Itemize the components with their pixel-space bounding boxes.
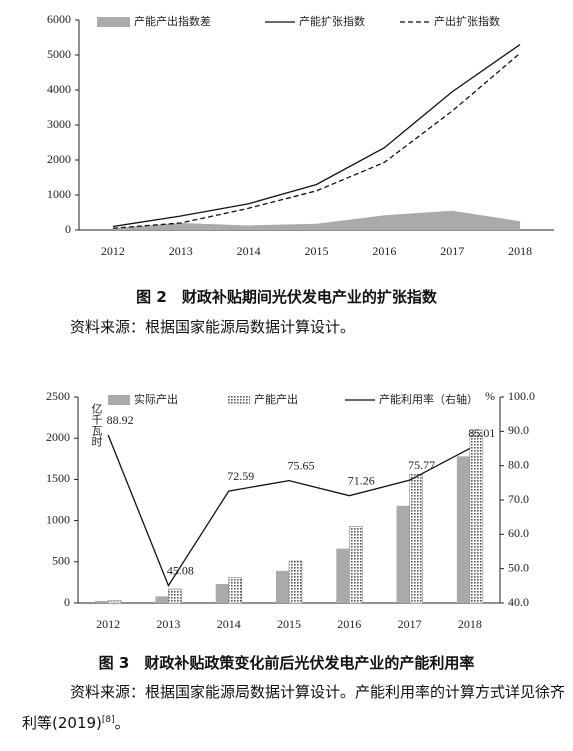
x-tick-label: 2017 [398,617,422,631]
y2-tick-label: 90.0 [508,423,529,437]
x-tick-label: 2017 [440,244,464,258]
caption: 图 2 财政补贴期间光伏发电产业的扩张指数 [136,288,437,306]
y-tick-label: 0 [65,222,71,236]
caption: 图 3 财政补贴政策变化前后光伏发电产业的产能利用率 [98,654,475,672]
y-tick-label: 0 [64,595,70,609]
bar [107,600,122,604]
y2-axis-label: % [485,389,495,403]
x-tick-label: 2013 [169,244,193,258]
y-axis-label: 亿千瓦时 [90,403,103,447]
y-tick-label: 1000 [47,187,71,201]
y-tick-label: 1500 [46,471,70,485]
line [112,43,521,228]
source-ref: [8] [101,715,115,725]
y-tick-label: 5000 [47,47,71,61]
value-label: 75.77 [408,458,435,472]
value-label: 85.01 [468,426,495,440]
legend-label: 产能产出指数差 [134,14,211,28]
y2-tick-label: 70.0 [508,492,529,506]
bar [456,456,470,603]
legend-label: 实际产出 [134,392,178,406]
y-tick-label: 3000 [47,117,71,131]
source-tail: 。 [114,714,130,732]
legend-label: 产能利用率（右轴） [379,392,478,406]
x-tick-label: 2018 [508,244,532,258]
legend-swatch [228,395,250,405]
bar [336,548,350,603]
value-label: 45.08 [167,563,194,577]
legend-label: 产出扩张指数 [434,14,500,28]
value-label: 71.26 [348,473,375,487]
y2-tick-label: 60.0 [508,526,529,540]
line [112,52,521,229]
x-tick-label: 2015 [305,244,329,258]
legend-swatch [97,17,130,27]
source-text: 资料来源：根据国家能源局数据计算设计。产能利用率的计算方式详见徐齐利等(2019… [22,683,566,732]
x-tick-label: 2014 [237,244,261,258]
y2-tick-label: 80.0 [508,457,529,471]
bar [215,584,229,603]
y-tick-label: 2500 [46,389,70,403]
x-tick-label: 2016 [337,617,361,631]
legend-label: 产能扩张指数 [299,14,365,28]
y-tick-label: 500 [52,554,70,568]
y-tick-label: 6000 [47,12,71,26]
source-note: 资料来源：根据国家能源局数据计算设计。产能利用率的计算方式详见徐齐利等(2019… [22,678,570,737]
y2-tick-label: 40.0 [508,595,529,609]
value-label: 75.65 [288,458,315,472]
bar [409,474,423,604]
value-label: 88.92 [107,413,134,427]
bar [168,588,182,604]
x-tick-label: 2016 [372,244,396,258]
y-tick-label: 2000 [46,430,70,444]
bar [95,600,109,603]
bar [276,570,289,603]
x-tick-label: 2013 [156,617,180,631]
value-label: 72.59 [227,469,254,483]
bar [288,560,303,604]
legend-swatch [108,395,130,405]
legend-label: 产能产出 [254,392,298,406]
x-tick-label: 2012 [101,244,125,258]
y-tick-label: 1000 [46,512,70,526]
bar [349,526,363,604]
source-note: 资料来源：根据国家能源局数据计算设计。 [70,318,356,336]
y-tick-label: 2000 [47,152,71,166]
y2-tick-label: 100.0 [508,389,535,403]
x-tick-label: 2012 [96,617,120,631]
x-tick-label: 2015 [277,617,301,631]
x-tick-label: 2018 [458,617,482,631]
y-tick-label: 4000 [47,82,71,96]
bar [396,505,410,603]
line [107,434,471,587]
area [112,210,521,230]
bar [469,429,484,604]
y2-tick-label: 50.0 [508,560,529,574]
bar [155,596,169,603]
bar [228,577,242,604]
x-tick-label: 2014 [217,617,241,631]
